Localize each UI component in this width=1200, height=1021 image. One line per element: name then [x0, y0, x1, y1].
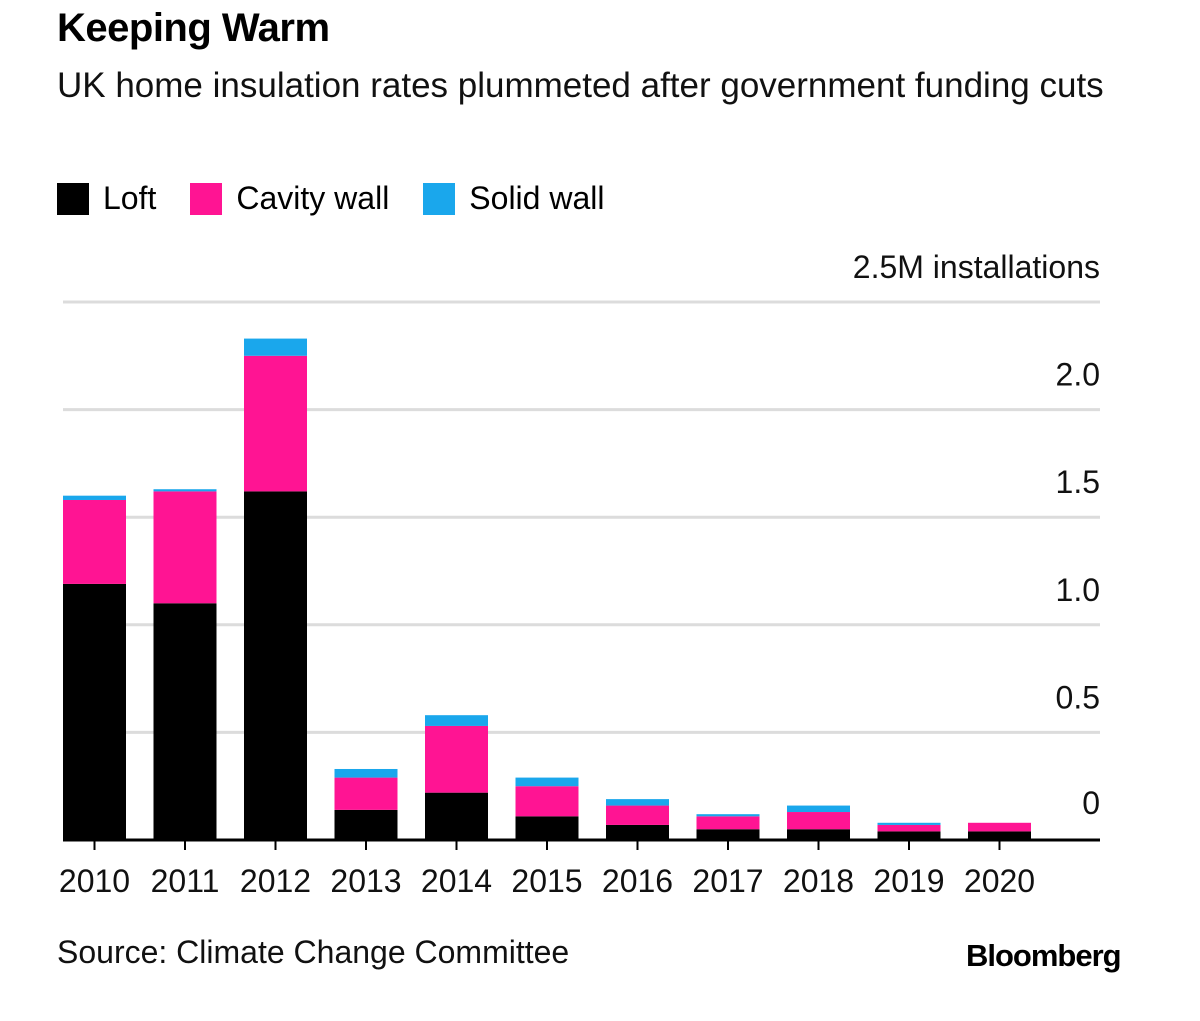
x-tick-label: 2012	[240, 863, 311, 899]
bar-segment-cavity-wall	[877, 824, 941, 832]
legend-item-solid-wall: Solid wall	[423, 180, 604, 217]
x-tick-label: 2020	[964, 863, 1035, 899]
bar-segment-solid-wall	[153, 489, 217, 492]
bar-segment-cavity-wall	[968, 822, 1031, 832]
bar-segment-loft	[425, 792, 488, 840]
bar-segment-cavity-wall	[63, 499, 126, 584]
x-tick-label: 2011	[151, 863, 220, 899]
y-tick-label: 2.0	[1056, 357, 1100, 393]
bar-segment-solid-wall	[877, 822, 941, 825]
bar-segment-cavity-wall	[425, 725, 488, 793]
x-tick-label: 2017	[692, 863, 763, 899]
bar-segment-loft	[787, 829, 850, 840]
y-tick-label: 0.5	[1056, 679, 1100, 715]
bar-segment-cavity-wall	[334, 777, 398, 810]
bar-segment-solid-wall	[515, 777, 579, 787]
bar-segment-solid-wall	[334, 768, 398, 778]
y-tick-label: 0	[1082, 785, 1100, 821]
legend-label-loft: Loft	[103, 180, 157, 216]
stacked-bar-chart: 0 0.5 1.0 1.5 2.0 2.5M installations 2010 2011 2…	[59, 249, 1100, 899]
bar-segment-cavity-wall	[515, 786, 579, 817]
bar-segment-cavity-wall	[787, 812, 850, 830]
x-tick-label: 2019	[873, 863, 944, 899]
bar-segment-loft	[244, 491, 307, 840]
bloomberg-logo: Bloomberg	[966, 938, 1122, 973]
bar-segment-loft	[334, 809, 398, 840]
legend-item-cavity-wall: Cavity wall	[190, 180, 389, 217]
legend-swatch-cavity-wall	[190, 182, 223, 215]
legend-label-solid-wall: Solid wall	[469, 180, 605, 216]
bar-segment-cavity-wall	[244, 355, 307, 492]
bar-segment-solid-wall	[425, 715, 488, 726]
y-tick-label: 2.5M installations	[853, 249, 1100, 285]
bar-segment-solid-wall	[606, 799, 669, 806]
x-tick-label: 2015	[511, 863, 582, 899]
bar-segment-solid-wall	[787, 805, 850, 813]
x-tick-label: 2014	[421, 863, 492, 899]
x-tick-label: 2010	[59, 863, 130, 899]
legend-swatch-solid-wall	[423, 182, 456, 215]
bar-segment-loft	[153, 603, 217, 840]
bar-segment-loft	[515, 816, 579, 840]
bar-segment-loft	[606, 824, 669, 840]
x-tick-label: 2013	[330, 863, 401, 899]
y-tick-label: 1.0	[1056, 572, 1100, 608]
legend-label-cavity-wall: Cavity wall	[236, 180, 390, 216]
x-tick-label: 2016	[602, 863, 673, 899]
legend-swatch-loft	[57, 182, 89, 215]
chart-title: Keeping Warm	[57, 6, 330, 50]
legend-item-loft: Loft	[57, 180, 156, 217]
y-tick-label: 1.5	[1056, 464, 1100, 500]
x-tick-label: 2018	[783, 863, 854, 899]
bar-segment-solid-wall	[63, 495, 126, 500]
bar-segment-loft	[877, 831, 941, 840]
bar-segment-cavity-wall	[153, 491, 217, 604]
bar-segment-solid-wall	[244, 338, 307, 356]
bar-segment-solid-wall	[696, 814, 760, 817]
bar-segment-loft	[696, 829, 760, 840]
bar-segment-cavity-wall	[696, 816, 760, 830]
chart-subtitle: UK home insulation rates plummeted after…	[57, 66, 1104, 105]
source-note: Source: Climate Change Committee	[57, 934, 570, 970]
bar-segment-loft	[63, 583, 126, 840]
bar-segment-loft	[968, 831, 1031, 840]
legend: Loft Cavity wall Solid wall	[57, 180, 638, 217]
bar-segment-cavity-wall	[606, 805, 669, 825]
